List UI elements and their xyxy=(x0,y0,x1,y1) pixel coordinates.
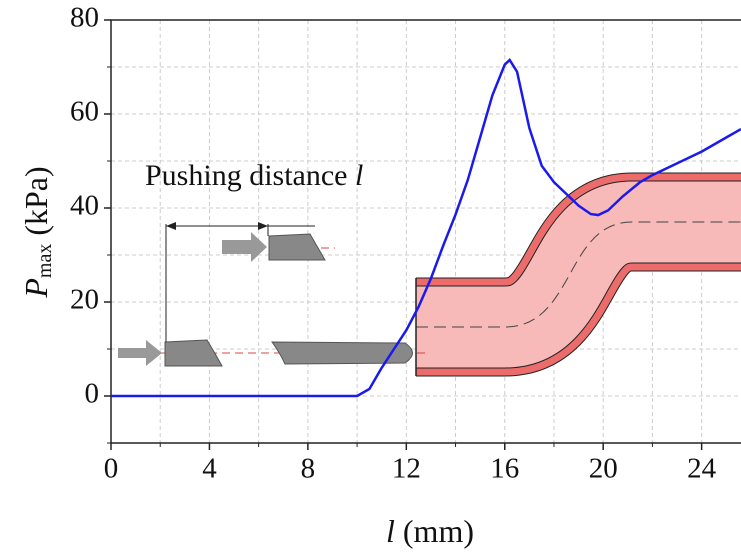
annotation: Pushing distance l xyxy=(145,159,363,192)
x-tick-label: 16 xyxy=(490,453,519,485)
arrow xyxy=(222,232,267,262)
x-symbol: l xyxy=(386,513,395,549)
data-line xyxy=(111,57,741,398)
plot: 0 4 8 12 16 20 24 0 20 40 60 80 xyxy=(70,2,741,485)
axis-frame xyxy=(110,19,741,444)
x-unit: (mm) xyxy=(403,513,474,549)
annotation-symbol: l xyxy=(355,159,363,192)
y-tick-label: 20 xyxy=(70,284,99,316)
y-axis-title: Pmax (kPa) xyxy=(18,166,55,298)
arrow xyxy=(118,340,162,366)
annotation-text: Pushing distance xyxy=(145,159,348,192)
y-symbol: P xyxy=(18,278,54,299)
x-tick-label: 12 xyxy=(392,453,421,485)
y-unit: (kPa) xyxy=(18,166,54,235)
catheter xyxy=(164,339,223,367)
x-tick-label: 24 xyxy=(687,453,717,485)
x-axis-title: l (mm) xyxy=(386,513,474,549)
y-tick-label: 40 xyxy=(70,190,99,222)
illustration xyxy=(118,172,741,377)
y-tick-label: 60 xyxy=(70,96,99,128)
y-tick-label: 0 xyxy=(85,378,100,410)
x-tick-label: 8 xyxy=(301,453,316,485)
y-tick-label: 80 xyxy=(70,2,99,34)
catheter xyxy=(268,233,326,261)
y-subscript: max xyxy=(34,244,56,278)
pipe-lumen xyxy=(416,181,741,368)
catheter xyxy=(271,341,413,365)
x-tick-label: 0 xyxy=(104,453,119,485)
x-tick-label: 4 xyxy=(202,453,217,485)
x-tick-label: 20 xyxy=(589,453,618,485)
